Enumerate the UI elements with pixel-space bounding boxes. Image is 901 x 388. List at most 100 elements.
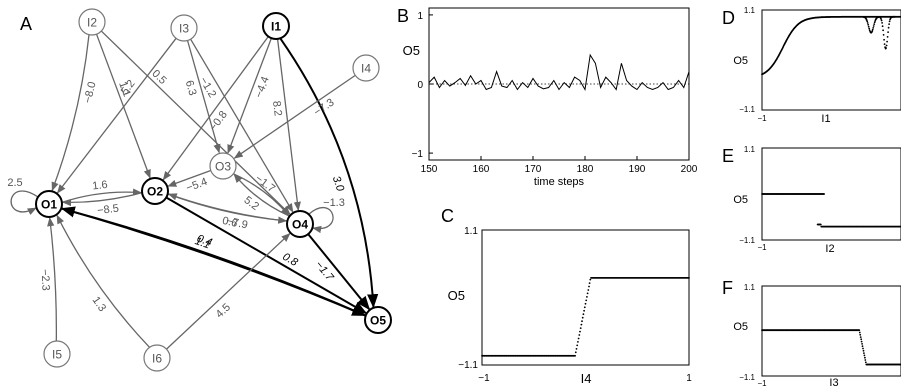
panel-c-point <box>587 289 590 291</box>
panel-d-point <box>882 29 884 32</box>
panel-d-point <box>880 18 882 20</box>
panel-f-point <box>864 356 866 359</box>
panel-b-xlabel: time steps <box>534 176 585 188</box>
panel-d-point <box>872 27 875 29</box>
panel-d-ytick-top: 1.1 <box>744 6 756 15</box>
panel-d-ylabel: O5 <box>733 55 748 67</box>
edge-weight-i5-o1: −2.3 <box>38 269 51 291</box>
panel-c-point <box>577 341 579 343</box>
panel-f-point <box>859 336 862 338</box>
panel-c-frame <box>481 229 690 366</box>
panel-c-point <box>581 316 584 319</box>
panel-c-point <box>688 277 690 279</box>
edge-weight-i6-o1: 1.3 <box>90 295 109 314</box>
node-circle-o5 <box>364 306 392 334</box>
panel-c-point <box>583 309 585 312</box>
edge-i2-o4 <box>100 30 291 215</box>
panel-c-point <box>580 323 583 326</box>
edge-weight-i2-o2: 1.1 <box>116 80 133 99</box>
edge-weight-i2-o4: 0.5 <box>149 68 168 87</box>
panel-d-frame <box>761 9 901 111</box>
node-i4: I4 <box>352 54 380 82</box>
panel-e-ytick-bottom: −1.1 <box>739 236 755 245</box>
panel-d-point <box>887 31 889 33</box>
node-label-i3: I3 <box>179 22 189 36</box>
panel-c-point <box>585 299 588 302</box>
panel-f-points <box>761 329 901 366</box>
node-i3: I3 <box>170 14 198 42</box>
edge-i5-o1 <box>47 217 58 342</box>
panel-d-point <box>881 22 883 24</box>
node-circle-i2 <box>78 8 106 36</box>
panel-b-xtick-label: 160 <box>473 164 490 175</box>
edge-o2-o1 <box>61 191 143 207</box>
panel-c-point <box>586 296 588 298</box>
panel-d-point <box>867 23 870 26</box>
panel-f-xtick-left: −1 <box>757 379 767 388</box>
node-o5: O5 <box>364 306 392 334</box>
edge-weight-o5-o1: 0.4 <box>195 233 213 249</box>
panel-d-point <box>888 23 890 25</box>
edge-i2-o2 <box>95 33 151 179</box>
edge-weight-o2-o4: 0.6 <box>221 215 239 230</box>
node-circle-o2 <box>141 177 169 205</box>
panel-d-xlabel: I1 <box>821 113 830 125</box>
panel-c-point <box>575 348 578 350</box>
panel-f-point <box>860 340 863 343</box>
panel-d-point <box>886 40 888 43</box>
edge-i3-o4 <box>190 38 294 213</box>
node-label-i5: I5 <box>52 348 62 362</box>
panel-e-points <box>761 193 901 228</box>
panel-d-point <box>873 23 876 25</box>
node-o4: O4 <box>286 210 314 238</box>
edge-weight-i3-o3: 6.3 <box>183 79 199 97</box>
panel-b-ytick-label: −1 <box>412 149 424 160</box>
panel-c-xtick-left: −1 <box>478 373 490 384</box>
panel-c-ylabel: O5 <box>448 288 465 303</box>
panel-c-point <box>581 320 583 323</box>
panel-label-d: D <box>722 8 735 28</box>
panel-d-point <box>880 19 883 22</box>
panel-d-point <box>871 28 874 31</box>
panel-c-points <box>481 277 690 357</box>
node-label-o2: O2 <box>147 185 163 199</box>
panel-c-ytick-top: 1.1 <box>464 226 478 237</box>
panel-f-point <box>858 329 861 332</box>
panel-d-point <box>887 26 890 29</box>
panel-d-point <box>885 44 888 47</box>
panel-label-f: F <box>722 278 733 298</box>
edge-weight-i1-o4: 8.2 <box>270 100 284 117</box>
panel-c-point <box>588 285 590 288</box>
panel-label-a: A <box>20 14 32 34</box>
node-o1: O1 <box>35 190 63 218</box>
node-label-o3: O3 <box>215 160 231 174</box>
panel-d-point <box>866 20 869 23</box>
panel-c-xtick-right: 1 <box>686 373 692 384</box>
node-label-o5: O5 <box>370 314 386 328</box>
edge-o4-o3 <box>233 173 290 217</box>
edge-i1-o3 <box>227 37 273 154</box>
panel-c-xlabel: I4 <box>581 371 592 386</box>
panel-c-point <box>574 351 577 354</box>
panel-d-point <box>882 34 885 36</box>
node-label-i4: I4 <box>361 62 371 76</box>
panel-e-response: 1.1 −1.1 O5 −1 I2 <box>733 145 901 255</box>
panel-label-b: B <box>397 6 409 26</box>
panel-d-point <box>871 30 874 33</box>
panel-b-xtick-label: 150 <box>421 164 438 175</box>
edge-weight-o1-o1: 2.5 <box>7 177 22 189</box>
edge-i1-o5 <box>279 37 379 309</box>
node-circle-o1 <box>35 190 63 218</box>
panel-f-point <box>864 359 867 361</box>
edge-i6-o1 <box>56 214 151 348</box>
node-i2: I2 <box>78 8 106 36</box>
node-circle-i1 <box>262 12 290 40</box>
panel-d-point <box>881 25 884 28</box>
panel-b-o5-trace <box>428 53 690 91</box>
panel-b-xtick-label: 180 <box>577 164 594 175</box>
edge-i4-o3 <box>233 74 356 159</box>
panel-d-response: 1.1 −1.1 O5 −1 I1 <box>733 6 901 125</box>
panel-d-point <box>866 22 869 24</box>
network-edges <box>10 30 379 350</box>
